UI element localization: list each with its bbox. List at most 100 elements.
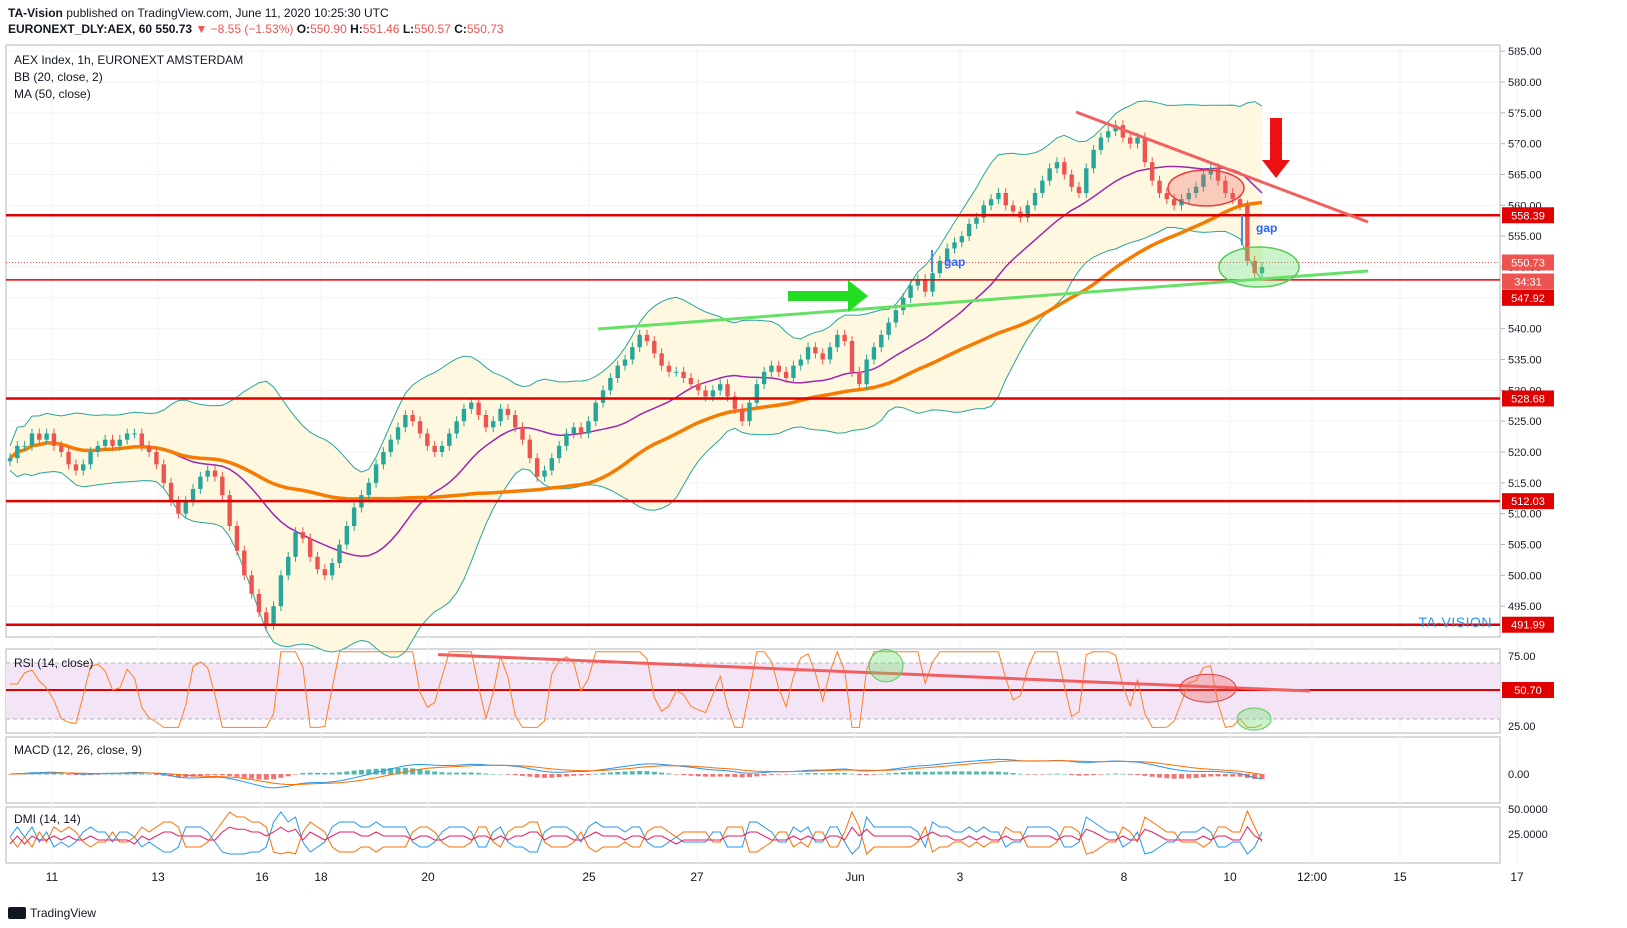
- candle-body: [293, 532, 298, 557]
- candle-body: [622, 359, 628, 366]
- macd-histogram-bar: [1047, 773, 1053, 775]
- candle-body: [923, 279, 928, 292]
- macd-histogram-bar: [776, 774, 782, 775]
- bb-legend[interactable]: BB (20, close, 2): [14, 70, 103, 84]
- candle: [220, 471, 225, 501]
- candle: [329, 558, 335, 581]
- macd-histogram-bar: [351, 770, 357, 775]
- candle-body: [1237, 199, 1243, 206]
- candle: [542, 465, 547, 482]
- candle: [681, 366, 686, 383]
- macd-histogram-bar: [615, 771, 621, 775]
- macd-histogram-bar: [1200, 774, 1206, 778]
- candle: [425, 428, 430, 451]
- macd-histogram-bar: [849, 773, 855, 775]
- candle-body: [286, 556, 291, 576]
- candle-body: [1084, 168, 1089, 193]
- candle: [1208, 163, 1213, 180]
- candle-body: [102, 439, 108, 446]
- candle: [117, 434, 123, 451]
- macd-histogram-bar: [1127, 774, 1133, 775]
- candle-body: [901, 297, 906, 311]
- symbol-header: EURONEXT_DLY:AEX, 60 550.73 ▼ −8.55 (−1.…: [8, 22, 504, 36]
- tradingview-footer[interactable]: TradingView: [8, 906, 96, 920]
- candle-body: [278, 575, 284, 607]
- macd-legend[interactable]: MACD (12, 26, close, 9): [14, 743, 143, 757]
- macd-histogram-bar: [7, 774, 13, 775]
- candle-body: [849, 341, 855, 372]
- x-tick-label: 8: [1121, 870, 1128, 884]
- candle-body: [842, 334, 847, 341]
- dmi-legend[interactable]: DMI (14, 14): [14, 812, 81, 826]
- candle: [732, 391, 738, 414]
- macd-histogram-bar: [761, 774, 767, 776]
- highlight-ellipse-red: [1167, 169, 1245, 207]
- candle: [1069, 169, 1074, 192]
- macd-histogram-bar: [219, 774, 225, 776]
- macd-histogram-bar: [915, 771, 921, 775]
- macd-histogram-bar: [80, 774, 86, 776]
- candle-body: [110, 439, 115, 446]
- y-tick-label: 500.00: [1508, 570, 1542, 582]
- candle: [1003, 188, 1008, 211]
- ma-legend[interactable]: MA (50, close): [14, 87, 91, 101]
- candle-body: [739, 408, 745, 422]
- candle-body: [688, 378, 694, 385]
- price-tag: 547.92: [1502, 289, 1554, 306]
- open-value: 550.90: [310, 22, 347, 36]
- candle: [959, 231, 965, 248]
- macd-histogram-bar: [659, 772, 665, 775]
- candle-body: [1208, 168, 1213, 175]
- candle-body: [73, 464, 79, 471]
- candle-body: [1135, 137, 1140, 144]
- macd-histogram-bar: [278, 774, 284, 778]
- bearish-arrow-icon: [1262, 118, 1290, 178]
- bollinger-fill: [10, 100, 1262, 658]
- candle-body: [827, 347, 833, 360]
- macd-histogram-bar: [1230, 774, 1236, 777]
- candle-body: [329, 563, 335, 576]
- rsi-legend[interactable]: RSI (14, close): [14, 656, 94, 670]
- candle-body: [161, 464, 166, 483]
- macd-histogram-bar: [241, 774, 247, 778]
- candle: [512, 410, 518, 433]
- candle-body: [996, 193, 1001, 200]
- macd-histogram-bar: [66, 774, 72, 775]
- x-tick-label: 27: [690, 870, 704, 884]
- macd-histogram-bar: [153, 774, 159, 775]
- macd-histogram-bar: [483, 773, 489, 775]
- rsi-price-tag: 50.70: [1502, 682, 1554, 699]
- candle: [586, 416, 591, 439]
- macd-histogram-bar: [768, 774, 774, 775]
- candle: [1223, 175, 1228, 198]
- close-label: C:: [454, 22, 467, 36]
- publisher-name[interactable]: TA-Vision: [8, 6, 63, 20]
- y-tick-label: 555.00: [1508, 231, 1542, 243]
- macd-histogram-bar: [930, 771, 936, 775]
- symbol-name[interactable]: EURONEXT_DLY:AEX, 60: [8, 22, 153, 36]
- macd-histogram-bar: [981, 771, 987, 775]
- high-value: 551.46: [362, 22, 400, 36]
- macd-histogram-bar: [366, 769, 372, 775]
- main-legend[interactable]: AEX Index, 1h, EURONEXT AMSTERDAM: [14, 53, 244, 67]
- candle: [674, 366, 679, 377]
- candle: [286, 551, 291, 581]
- price-tag-label: 558.39: [1511, 210, 1545, 222]
- low-label: L:: [402, 22, 415, 36]
- candle: [81, 459, 86, 476]
- candle-body: [586, 421, 591, 434]
- macd-histogram-bar: [417, 769, 423, 775]
- macd-histogram-bar: [95, 774, 101, 775]
- macd-histogram-bar: [1105, 773, 1111, 775]
- macd-histogram-bar: [1039, 774, 1045, 775]
- candle: [864, 354, 869, 390]
- price-tag: 34:31: [1502, 273, 1554, 290]
- candle-body: [44, 433, 49, 440]
- macd-histogram-bar: [446, 772, 452, 775]
- candle-body: [571, 427, 576, 434]
- candle-body: [966, 223, 972, 237]
- macd-histogram-bar: [1076, 774, 1082, 776]
- candle: [293, 527, 298, 562]
- candle: [571, 422, 576, 439]
